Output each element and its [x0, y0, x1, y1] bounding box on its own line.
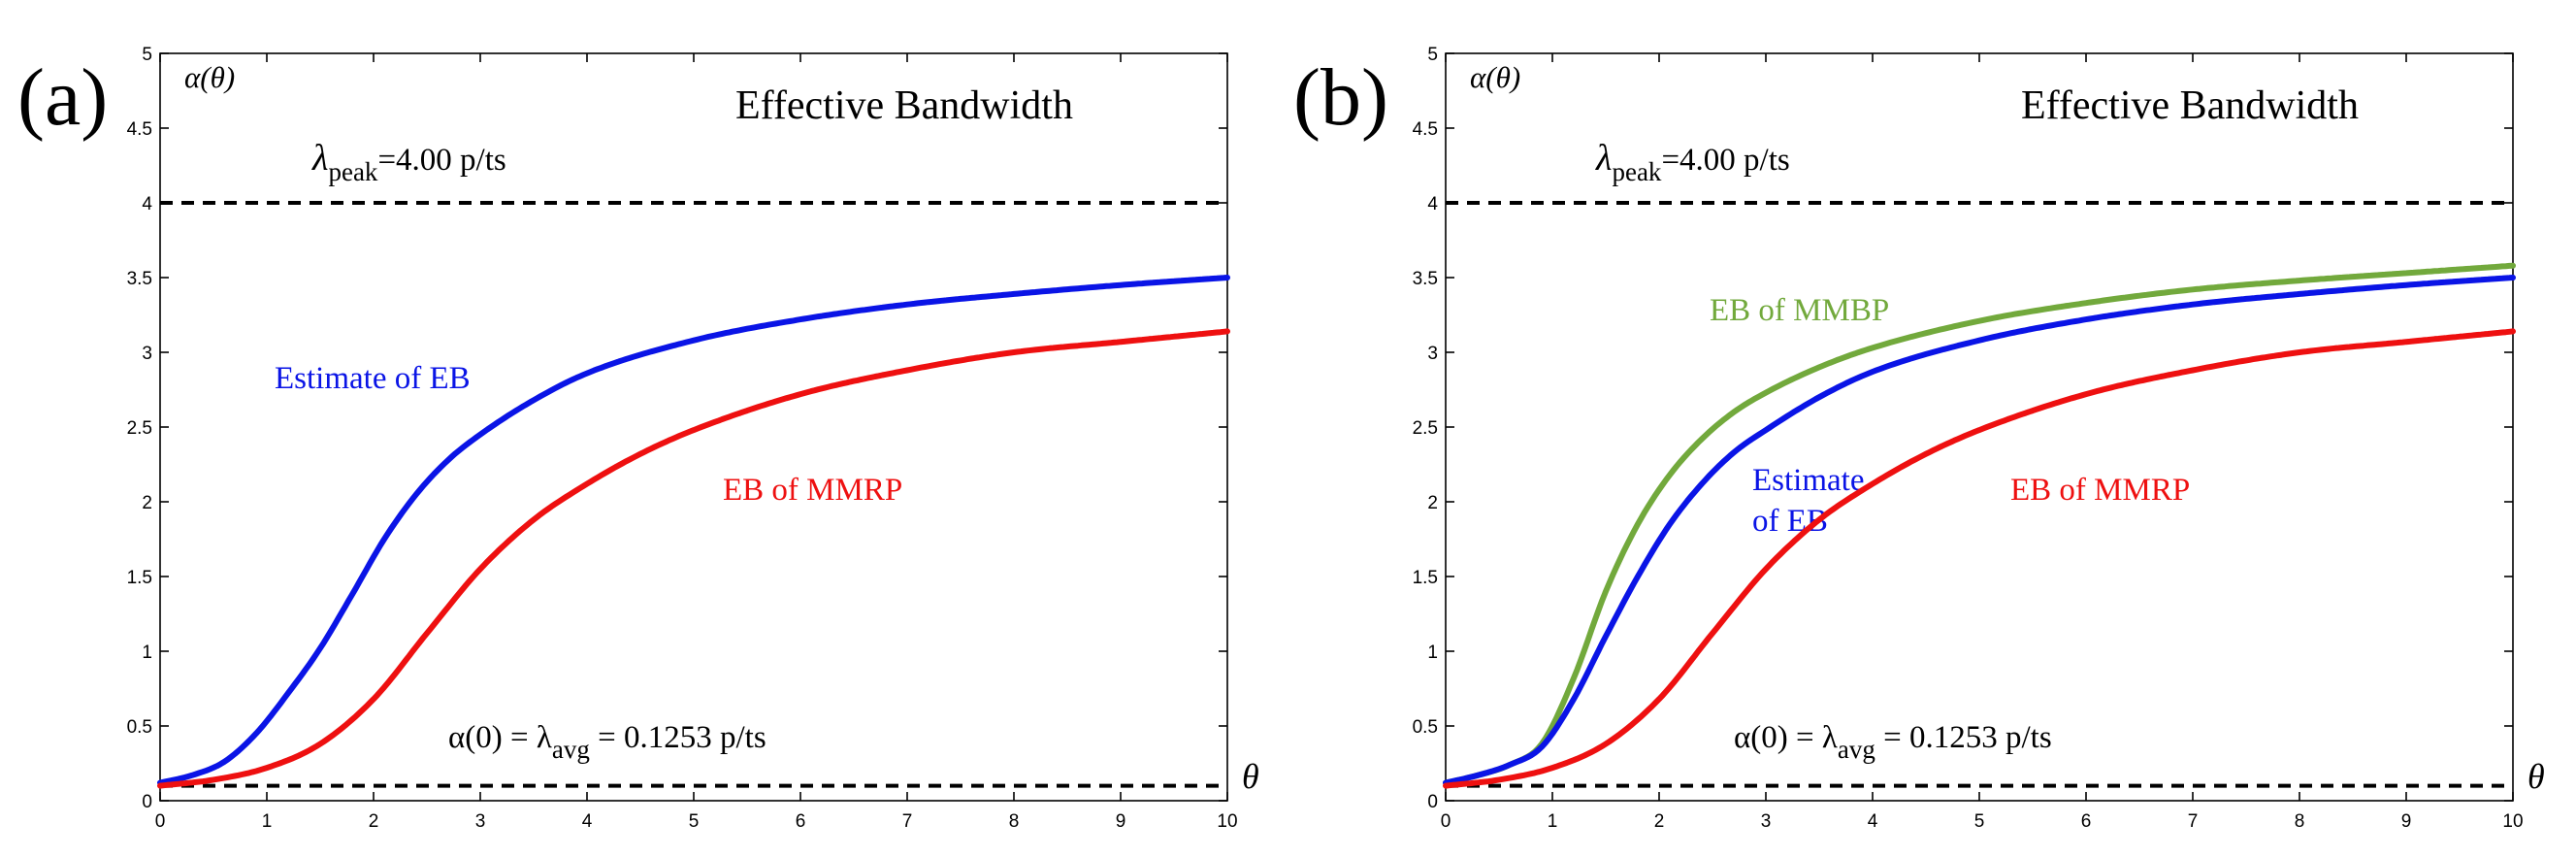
y-tick-label: 0	[142, 792, 152, 812]
y-tick-label: 3	[142, 344, 152, 364]
y-tick-label: 3.5	[127, 269, 152, 289]
series-line-estimate-of-eb	[157, 275, 1230, 786]
y-tick-label: 1	[1427, 643, 1438, 663]
x-tick-label: 10	[2502, 811, 2523, 832]
y-tick-label: 2	[142, 493, 152, 513]
x-tick-label: 0	[1441, 811, 1451, 832]
y-tick-label: 1.5	[1413, 568, 1438, 588]
y-tick-label: 0.5	[1413, 717, 1438, 738]
chart-panel-a: 0 1 2 3 4 5 6 7 8 9 10 0 0.5 1 1.5 2 2.5 3 3.5 4 4.5 5 (a) Effe…	[17, 45, 1259, 832]
y-tick-label: 1	[142, 643, 152, 663]
panel-label: (b)	[1293, 52, 1388, 143]
y-tick-label: 5	[1427, 45, 1438, 65]
x-tick-label: 9	[2401, 811, 2412, 832]
chart-title: Effective Bandwidth	[735, 83, 1073, 128]
x-tick-label: 8	[1009, 811, 1020, 832]
series-label-eb-of-mmbp: EB of MMBP	[1710, 293, 1889, 328]
x-tick-label: 2	[369, 811, 379, 832]
x-tick-label: 7	[902, 811, 913, 832]
peak-rate-label: λpeak=4.00 p/ts	[1595, 138, 1790, 186]
series-line-estimate-of-eb	[1443, 275, 2516, 786]
x-axis-label: θ	[2527, 757, 2545, 796]
y-tick-label: 2	[1427, 493, 1438, 513]
x-tick-label: 2	[1654, 811, 1665, 832]
y-tick-label: 4.5	[127, 119, 152, 140]
y-tick-label: 5	[142, 45, 152, 65]
y-tick-label: 0	[1427, 792, 1438, 812]
x-tick-label: 7	[2188, 811, 2199, 832]
x-tick-label: 3	[475, 811, 486, 832]
y-tick-label: 3.5	[1413, 269, 1438, 289]
peak-rate-label: λpeak=4.00 p/ts	[311, 138, 506, 186]
series-line-eb-of-mmrp	[157, 328, 1230, 789]
average-rate-label: α(0) = λavg = 0.1253 p/ts	[1734, 720, 2052, 764]
y-axis-label: α(θ)	[1470, 60, 1520, 94]
x-tick-label: 1	[1548, 811, 1558, 832]
chart-title: Effective Bandwidth	[2021, 83, 2359, 128]
chart-panel-b: 0 1 2 3 4 5 6 7 8 9 10 0 0.5 1 1.5 2 2.5 3 3.5 4 4.5 5 (b) Effe…	[1293, 45, 2545, 832]
average-rate-label: α(0) = λavg = 0.1253 p/ts	[448, 720, 766, 764]
series-label-eb-of-mmrp: EB of MMRP	[2010, 473, 2190, 508]
panel-label: (a)	[17, 52, 108, 143]
series-label-estimate-of-eb: Estimate of EB	[275, 361, 471, 396]
x-tick-label: 9	[1116, 811, 1126, 832]
x-tick-label: 1	[262, 811, 273, 832]
y-tick-label: 2.5	[1413, 418, 1438, 439]
x-tick-label: 5	[1974, 811, 1985, 832]
y-tick-label: 4	[1427, 194, 1438, 214]
y-tick-label: 2.5	[127, 418, 152, 439]
x-tick-label: 4	[582, 811, 593, 832]
x-axis-label: θ	[1242, 757, 1259, 796]
y-tick-label: 4	[142, 194, 152, 214]
x-tick-label: 6	[796, 811, 806, 832]
x-tick-label: 0	[155, 811, 166, 832]
x-tick-label: 8	[2295, 811, 2305, 832]
x-tick-label: 3	[1761, 811, 1772, 832]
series-label-estimate-of-eb: Estimate	[1752, 463, 1864, 498]
y-tick-label: 3	[1427, 344, 1438, 364]
x-tick-label: 6	[2081, 811, 2092, 832]
y-tick-label: 1.5	[127, 568, 152, 588]
series-line-eb-of-mmrp	[1443, 328, 2516, 789]
x-tick-label: 5	[689, 811, 700, 832]
series-line-eb-of-mmbp	[1443, 262, 2516, 786]
y-axis-label: α(θ)	[184, 60, 235, 94]
x-tick-label: 10	[1217, 811, 1237, 832]
x-tick-label: 4	[1868, 811, 1878, 832]
y-tick-label: 4.5	[1413, 119, 1438, 140]
series-label-eb-of-mmrp: EB of MMRP	[723, 473, 902, 508]
y-tick-label: 0.5	[127, 717, 152, 738]
